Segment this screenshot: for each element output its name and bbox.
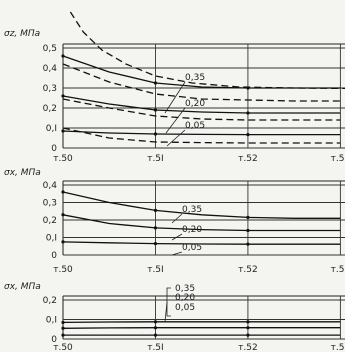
y-axis-label: σх, МПа (4, 282, 41, 292)
series-line-solid-2 (62, 95, 341, 114)
series-line-solid-2 (62, 241, 341, 245)
panel-sigma-x-bottom: 0 0,I 0,2 т.50 т.5I т.52 т.53 σх, МПа 0,350,200,… (4, 282, 345, 352)
annotation-label: 0,20 (185, 99, 205, 109)
annotation-leader (164, 81, 186, 114)
series-line-dashed-5 (62, 127, 341, 144)
x-tick-label: т.5I (147, 265, 163, 275)
data-point (61, 213, 65, 217)
data-point (153, 108, 158, 112)
annotation-label: 0,05 (185, 121, 205, 131)
annotation-label: 0,05 (175, 303, 195, 313)
y-tick-label: 0,4 (43, 64, 58, 74)
y-tick-label: 0,I (46, 124, 57, 134)
x-tick-label: т.52 (238, 343, 258, 352)
data-point (153, 333, 158, 337)
annotation-leader (164, 301, 168, 322)
data-point (153, 326, 158, 330)
series-line-solid-0 (62, 191, 341, 219)
annotation-label: 0,35 (175, 284, 195, 294)
data-point (153, 226, 158, 230)
y-tick-label: 0,4 (43, 181, 58, 191)
x-tick-label: т.5I (147, 343, 163, 352)
data-point (153, 242, 158, 246)
y-axis-label: σх, МПа (4, 168, 41, 178)
x-tick-label: т.53 (331, 343, 345, 352)
data-point (61, 94, 65, 98)
data-point (61, 240, 65, 244)
annotation-leader (171, 213, 183, 224)
data-point (246, 333, 250, 337)
annotation-label: 0,35 (185, 73, 205, 83)
data-point (153, 208, 158, 212)
data-point (61, 333, 65, 337)
x-tick-label: т.52 (238, 265, 258, 275)
data-point (61, 326, 65, 330)
annotation-leader (165, 107, 186, 134)
data-point (246, 242, 250, 246)
annotation-leader (171, 251, 183, 256)
y-tick-label: 0,I (46, 234, 57, 244)
annotation-bracket (166, 287, 171, 317)
data-point (246, 228, 250, 233)
x-tick-label: т.5I (147, 154, 163, 164)
series-line-dashed-3 (62, 98, 341, 121)
y-tick-label: 0,2 (43, 104, 57, 114)
data-point (61, 54, 65, 58)
y-tick-label: 0,I (46, 316, 57, 326)
annotation-leader (166, 129, 186, 147)
annotation-label: 0,20 (175, 293, 195, 303)
x-tick-label: т.52 (238, 154, 258, 164)
data-point (246, 320, 250, 324)
data-point (153, 320, 158, 324)
data-point (61, 190, 65, 194)
y-tick-label: 0,2 (43, 296, 57, 306)
data-point (246, 215, 250, 219)
y-tick-label: 0 (51, 335, 57, 345)
series-line-solid-4 (62, 130, 341, 136)
series-line-solid-1 (62, 327, 341, 329)
y-tick-label: 0 (51, 251, 57, 261)
y-tick-label: 0,2 (43, 216, 57, 226)
series-line-dashed-6 (69, 11, 345, 90)
data-point (61, 320, 65, 325)
y-axis-label: σz, МПа (4, 29, 40, 39)
y-tick-label: 0,3 (43, 84, 57, 94)
annotation-leader (171, 233, 183, 241)
data-point (246, 133, 250, 137)
data-point (61, 129, 65, 133)
panel-sigma-x-middle: 0 0,I 0,2 0,3 0,4 т.50 т.5I т.52 т.53 σх, МПа 0,35… (4, 168, 345, 275)
series-line-solid-0 (62, 321, 341, 324)
x-tick-label: т.53 (331, 154, 345, 164)
data-point (153, 81, 158, 85)
data-point (153, 132, 158, 136)
data-point (246, 326, 250, 330)
data-point (246, 111, 250, 115)
series-line-dashed-1 (62, 63, 341, 102)
annotation-label: 0,05 (182, 243, 202, 253)
y-tick-label: 0 (51, 144, 57, 154)
annotation-label: 0,20 (182, 225, 202, 235)
series-line-solid-1 (62, 214, 341, 232)
y-tick-label: 0,5 (43, 44, 57, 54)
panel-sigma-z: 0 0,I 0,2 0,3 0,4 0,5 т.50 т.5I т.52 т.53 σz, МПа 0… (4, 11, 345, 164)
y-tick-label: 0,3 (43, 199, 57, 209)
x-tick-label: т.53 (331, 265, 345, 275)
x-tick-label: т.50 (53, 265, 73, 275)
annotation-label: 0,35 (182, 205, 202, 215)
x-tick-label: т.50 (53, 154, 73, 164)
x-tick-label: т.50 (53, 343, 73, 352)
